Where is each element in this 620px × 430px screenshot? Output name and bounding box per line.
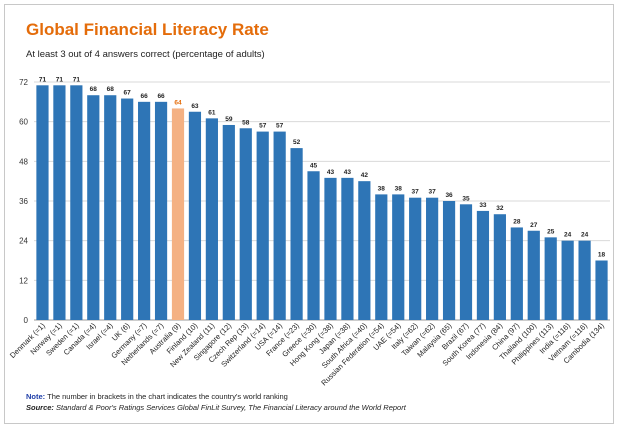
data-label: 71 xyxy=(73,76,81,83)
bar xyxy=(341,177,354,320)
data-label: 35 xyxy=(462,195,470,202)
data-label: 59 xyxy=(225,116,233,123)
bar xyxy=(154,101,168,320)
bar xyxy=(273,131,286,320)
data-label: 68 xyxy=(107,86,115,93)
bar xyxy=(205,118,218,320)
bar xyxy=(561,240,574,320)
source-label: Source: xyxy=(26,403,54,412)
data-label: 64 xyxy=(174,99,182,106)
bar xyxy=(409,197,422,320)
bar xyxy=(307,171,320,320)
y-tick-label: 72 xyxy=(19,78,28,87)
data-label: 71 xyxy=(39,76,47,83)
data-label: 38 xyxy=(378,185,386,192)
y-tick-label: 48 xyxy=(19,157,28,166)
data-label: 24 xyxy=(581,232,589,239)
bar xyxy=(70,85,83,320)
data-label: 32 xyxy=(496,205,504,212)
bar xyxy=(222,124,235,320)
bar xyxy=(290,148,303,320)
data-label: 27 xyxy=(530,222,538,229)
bar xyxy=(104,95,117,320)
bar xyxy=(493,214,506,320)
data-label: 66 xyxy=(157,93,165,100)
bar xyxy=(36,85,49,320)
data-label: 71 xyxy=(56,76,64,83)
data-label: 58 xyxy=(242,119,250,126)
data-label: 67 xyxy=(124,90,132,97)
data-label: 68 xyxy=(90,86,98,93)
data-label: 43 xyxy=(344,169,352,176)
bar xyxy=(544,237,557,320)
bar xyxy=(53,85,66,320)
data-label: 36 xyxy=(445,192,453,199)
bar xyxy=(459,204,473,320)
source-text: Standard & Poor's Ratings Services Globa… xyxy=(53,403,406,412)
data-label: 43 xyxy=(327,169,335,176)
bar xyxy=(476,210,490,320)
note-label: Note: xyxy=(26,392,46,401)
data-label: 25 xyxy=(547,228,555,235)
source-line: Source: Standard & Poor's Ratings Servic… xyxy=(26,403,406,412)
bar xyxy=(527,230,540,320)
data-label: 38 xyxy=(395,185,403,192)
y-tick-label: 24 xyxy=(19,237,28,246)
data-label: 52 xyxy=(293,139,301,146)
bar xyxy=(256,131,269,320)
bar xyxy=(324,177,337,320)
data-label: 18 xyxy=(598,252,606,259)
bar xyxy=(375,194,388,320)
data-label: 42 xyxy=(361,172,369,179)
data-label: 61 xyxy=(208,109,216,116)
bar xyxy=(392,194,405,320)
chart-title: Global Financial Literacy Rate xyxy=(26,20,269,39)
bar xyxy=(171,108,185,320)
data-label: 63 xyxy=(191,103,199,110)
bar xyxy=(121,98,134,321)
bar xyxy=(87,95,100,320)
bar xyxy=(578,240,591,320)
bar xyxy=(239,128,252,320)
data-label: 37 xyxy=(429,189,437,196)
footnote: Note: The number in brackets in the char… xyxy=(26,392,288,401)
data-label: 57 xyxy=(276,123,284,130)
bar xyxy=(138,101,151,320)
bar xyxy=(188,111,202,320)
y-tick-label: 12 xyxy=(19,276,28,285)
y-tick-label: 60 xyxy=(19,118,28,127)
data-label: 37 xyxy=(412,189,420,196)
bar xyxy=(358,181,371,320)
bar xyxy=(595,260,608,320)
data-label: 45 xyxy=(310,162,318,169)
bar xyxy=(510,227,523,320)
bar xyxy=(442,201,456,320)
chart-subtitle: At least 3 out of 4 answers correct (per… xyxy=(26,49,265,60)
note-text: The number in brackets in the chart indi… xyxy=(45,392,288,401)
y-tick-label: 0 xyxy=(24,316,29,325)
y-tick-label: 36 xyxy=(19,197,28,206)
data-label: 33 xyxy=(479,202,487,209)
bar xyxy=(426,197,439,320)
data-label: 24 xyxy=(564,232,572,239)
data-label: 66 xyxy=(141,93,149,100)
data-label: 28 xyxy=(513,218,521,225)
data-label: 57 xyxy=(259,123,267,130)
